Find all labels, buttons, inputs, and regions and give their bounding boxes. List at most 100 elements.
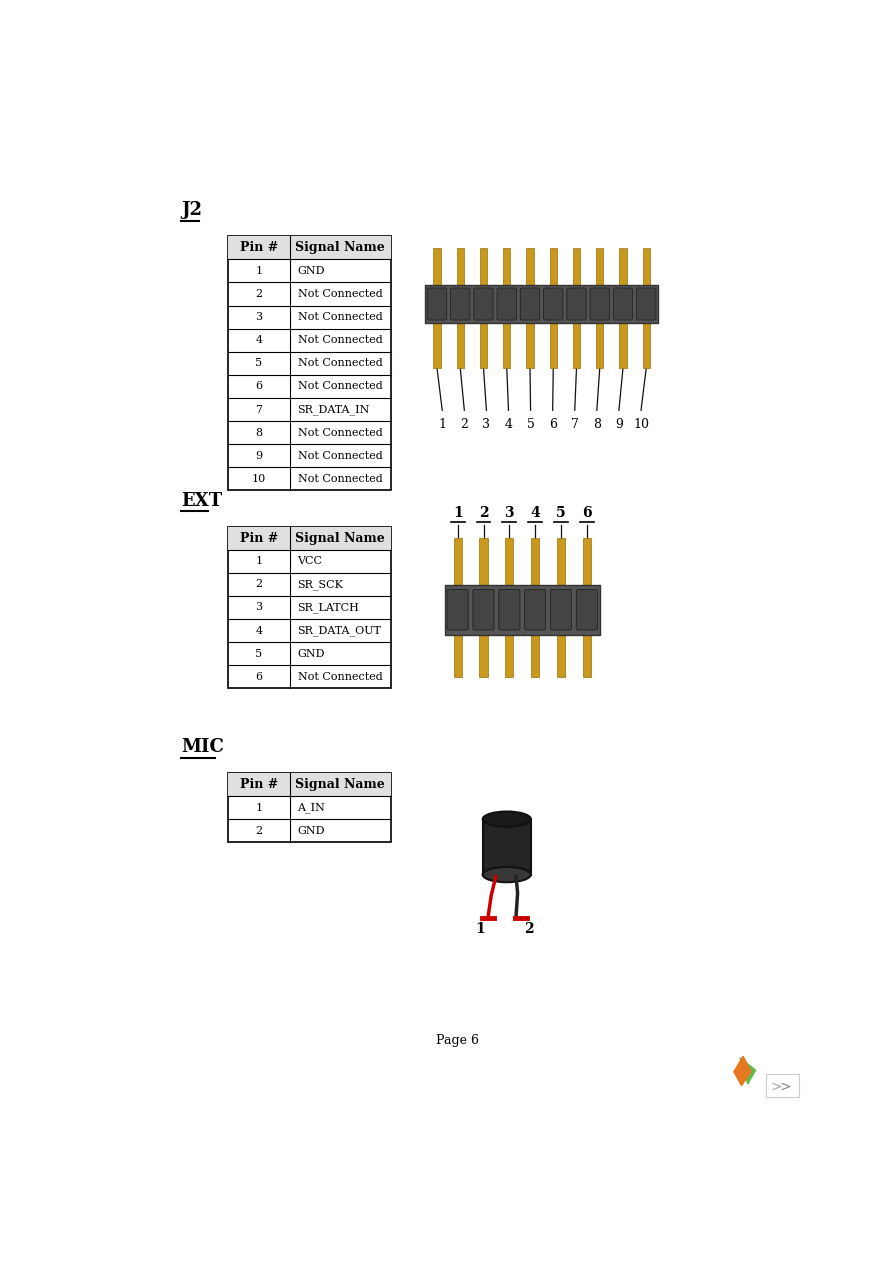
Text: Pin #: Pin #: [240, 241, 278, 254]
Bar: [227, 527, 391, 549]
Bar: [480, 248, 487, 284]
Text: Pin #: Pin #: [240, 532, 278, 544]
Text: 5: 5: [255, 359, 262, 369]
Text: Pin #: Pin #: [240, 778, 278, 791]
Text: 10: 10: [633, 418, 649, 431]
Bar: [453, 538, 462, 585]
Text: SR_LATCH: SR_LATCH: [298, 602, 359, 613]
FancyBboxPatch shape: [591, 288, 609, 320]
Text: 2: 2: [255, 289, 262, 299]
Bar: [425, 284, 658, 323]
Text: 3: 3: [255, 602, 262, 613]
Bar: [531, 635, 540, 677]
Bar: [505, 635, 514, 677]
Bar: [483, 820, 531, 874]
Bar: [503, 248, 510, 284]
Text: >: >: [771, 1080, 782, 1094]
Bar: [549, 323, 557, 368]
Text: 1: 1: [255, 802, 262, 812]
FancyBboxPatch shape: [499, 590, 520, 630]
Text: GND: GND: [298, 826, 325, 836]
Bar: [227, 773, 391, 796]
Bar: [549, 248, 557, 284]
FancyBboxPatch shape: [614, 288, 632, 320]
Bar: [457, 323, 464, 368]
Text: 9: 9: [255, 451, 262, 461]
Bar: [480, 323, 487, 368]
Text: GND: GND: [298, 649, 325, 658]
FancyBboxPatch shape: [637, 288, 656, 320]
Bar: [227, 773, 391, 842]
Text: 1: 1: [453, 506, 463, 520]
FancyBboxPatch shape: [473, 590, 494, 630]
Bar: [557, 635, 566, 677]
Bar: [596, 323, 604, 368]
Text: GND: GND: [298, 266, 325, 275]
Text: VCC: VCC: [298, 556, 323, 566]
Text: MIC: MIC: [181, 738, 224, 757]
Text: 3: 3: [505, 506, 514, 520]
Text: Not Connected: Not Connected: [298, 335, 383, 345]
Text: 6: 6: [255, 381, 262, 392]
Text: 6: 6: [549, 418, 557, 431]
FancyBboxPatch shape: [550, 590, 572, 630]
Text: Not Connected: Not Connected: [298, 428, 383, 437]
Text: 10: 10: [252, 474, 266, 484]
Text: 1: 1: [255, 556, 262, 566]
Bar: [505, 538, 514, 585]
Bar: [619, 323, 627, 368]
FancyBboxPatch shape: [497, 288, 516, 320]
Bar: [227, 236, 391, 259]
FancyBboxPatch shape: [524, 590, 546, 630]
Text: 2: 2: [479, 506, 488, 520]
Text: 4: 4: [255, 335, 262, 345]
Text: 3: 3: [255, 312, 262, 322]
Text: 2: 2: [524, 922, 533, 936]
Text: 2: 2: [460, 418, 468, 431]
Text: EXT: EXT: [181, 491, 222, 509]
Text: Page 6: Page 6: [435, 1034, 479, 1047]
Bar: [582, 635, 591, 677]
Bar: [526, 323, 533, 368]
Bar: [479, 635, 488, 677]
Text: 2: 2: [255, 826, 262, 836]
Text: 9: 9: [615, 418, 623, 431]
FancyBboxPatch shape: [427, 288, 447, 320]
Text: Not Connected: Not Connected: [298, 289, 383, 299]
Text: 1: 1: [210, 743, 217, 753]
Text: 7: 7: [571, 418, 579, 431]
Text: 2: 2: [255, 580, 262, 590]
Bar: [557, 538, 566, 585]
Text: Signal Name: Signal Name: [295, 532, 385, 544]
Bar: [642, 323, 650, 368]
Text: 1: 1: [255, 266, 262, 275]
Text: Not Connected: Not Connected: [298, 312, 383, 322]
Text: 8: 8: [255, 428, 262, 437]
FancyBboxPatch shape: [576, 590, 598, 630]
Bar: [582, 538, 591, 585]
Bar: [619, 248, 627, 284]
Text: Signal Name: Signal Name: [295, 241, 385, 254]
Text: Not Connected: Not Connected: [298, 451, 383, 461]
Bar: [227, 527, 391, 688]
Polygon shape: [734, 1056, 751, 1086]
Text: Signal Name: Signal Name: [295, 778, 385, 791]
Text: 7: 7: [255, 404, 262, 414]
Text: SR_DATA_IN: SR_DATA_IN: [298, 404, 370, 414]
Text: SR_DATA_OUT: SR_DATA_OUT: [298, 625, 382, 635]
Bar: [573, 323, 580, 368]
Text: 5: 5: [557, 506, 566, 520]
Text: Not Connected: Not Connected: [298, 474, 383, 484]
Bar: [766, 1074, 799, 1098]
Text: >: >: [780, 1080, 791, 1094]
Bar: [573, 248, 580, 284]
Text: 6: 6: [255, 672, 262, 682]
Text: 4: 4: [530, 506, 540, 520]
Bar: [526, 248, 533, 284]
Bar: [479, 538, 488, 585]
Bar: [445, 585, 599, 635]
FancyBboxPatch shape: [447, 590, 468, 630]
FancyBboxPatch shape: [566, 288, 586, 320]
Text: 4: 4: [255, 625, 262, 635]
Text: 1: 1: [475, 922, 485, 936]
